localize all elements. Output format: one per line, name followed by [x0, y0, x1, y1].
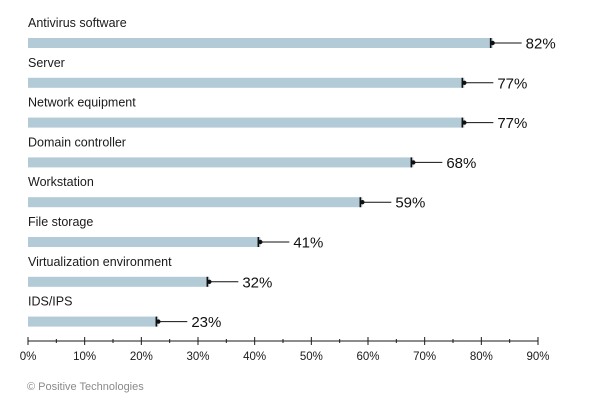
value-marker [462, 80, 467, 86]
bar [28, 276, 210, 287]
value-marker [360, 200, 365, 205]
bar-group: Antivirus software 82% [28, 16, 556, 53]
bar [28, 316, 159, 327]
value-marker [490, 40, 495, 46]
copyright-credit: © Positive Technologies [27, 381, 144, 393]
bar [28, 117, 465, 128]
value-label: 41% [293, 235, 323, 252]
x-tick-label: 60% [356, 351, 379, 363]
bar [28, 38, 493, 48]
bar-group: IDS/IPS 23% [28, 295, 221, 331]
category-label: Server [28, 56, 65, 70]
category-label: Workstation [28, 175, 94, 189]
x-tick-label: 70% [413, 351, 436, 363]
x-tick-label: 80% [470, 351, 493, 363]
bar-group: Workstation 59% [28, 175, 425, 212]
x-tick-label: 10% [73, 351, 96, 363]
value-label: 77% [497, 75, 527, 92]
category-label: Virtualization environment [28, 255, 172, 269]
bar [28, 237, 261, 247]
bar [28, 197, 363, 208]
bar-group: Virtualization environment 32% [28, 255, 272, 291]
bar [28, 157, 414, 168]
category-label: Antivirus software [28, 16, 127, 30]
value-label: 68% [446, 155, 476, 172]
value-marker [258, 239, 263, 245]
value-marker [156, 319, 161, 324]
x-tick-label: 90% [526, 351, 549, 363]
value-marker [411, 160, 416, 165]
category-label: IDS/IPS [28, 295, 72, 309]
x-tick-label: 0% [20, 351, 37, 363]
x-tick-label: 30% [186, 351, 209, 363]
value-label: 32% [242, 274, 272, 291]
value-marker [207, 279, 212, 284]
category-label: Domain controller [28, 135, 126, 149]
x-tick-label: 40% [243, 351, 266, 363]
bar-group: Network equipment 77% [28, 96, 527, 132]
category-label: File storage [28, 215, 93, 229]
bar-group: File storage 41% [28, 215, 323, 252]
x-tick-label: 20% [130, 351, 153, 363]
category-label: Network equipment [28, 96, 136, 110]
value-marker [462, 120, 467, 125]
bar [28, 77, 465, 88]
value-label: 59% [395, 195, 425, 212]
value-label: 77% [497, 115, 527, 132]
bar-group: Domain controller 68% [28, 135, 476, 172]
value-label: 23% [191, 314, 221, 331]
value-label: 82% [526, 36, 556, 53]
x-tick-label: 50% [300, 351, 323, 363]
bar-group: Server 77% [28, 56, 527, 92]
x-axis: 0% 10% 20% 30% 40% 50% 60% 70% 80% 90% [20, 337, 550, 363]
